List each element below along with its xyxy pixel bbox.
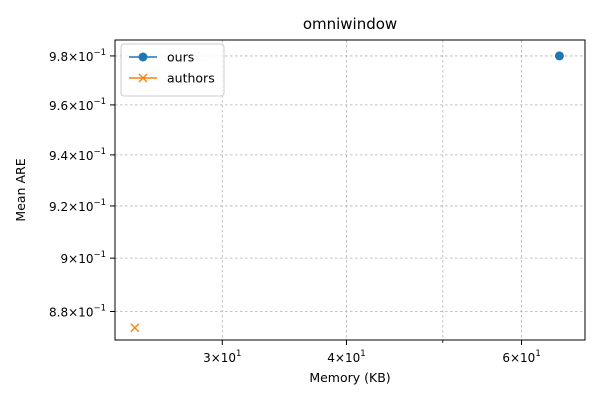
legend-marker xyxy=(138,73,148,83)
data-marks xyxy=(130,51,564,333)
plot-frame xyxy=(114,39,586,341)
x-tick-label: 6×101 xyxy=(502,349,540,365)
y-tick-label: 9×10−1 xyxy=(61,250,107,266)
y-tick-label: 9.8×10−1 xyxy=(49,48,106,64)
y-tick-label: 9.2×10−1 xyxy=(49,198,106,214)
x-tick-label: 3×101 xyxy=(203,349,241,365)
grid xyxy=(115,40,585,340)
legend-item-authors: authors xyxy=(129,71,215,86)
legend-marker xyxy=(138,52,148,62)
legend-item-ours: ours xyxy=(129,50,194,65)
x-axis-label: Memory (KB) xyxy=(309,370,390,385)
x-marker-stroke xyxy=(138,73,148,83)
legend-label: ours xyxy=(167,50,194,65)
x-tick-label: 4×101 xyxy=(327,349,365,365)
legend: ours authors xyxy=(120,43,225,97)
axis-ticks: 3×101 4×101 6×101 8.8×10−1 9×10−1 9.2×10−1 9.4… xyxy=(49,48,541,365)
data-point-authors xyxy=(130,323,140,333)
data-point-ours xyxy=(554,51,564,61)
legend-label: authors xyxy=(167,71,215,86)
y-tick-label: 9.6×10−1 xyxy=(49,97,106,113)
chart-title: omniwindow xyxy=(303,15,397,33)
y-tick-label: 8.8×10−1 xyxy=(49,303,106,319)
x-marker-stroke xyxy=(130,323,140,333)
y-axis-label: Mean ARE xyxy=(13,158,28,221)
y-tick-label: 9.4×10−1 xyxy=(49,147,106,163)
